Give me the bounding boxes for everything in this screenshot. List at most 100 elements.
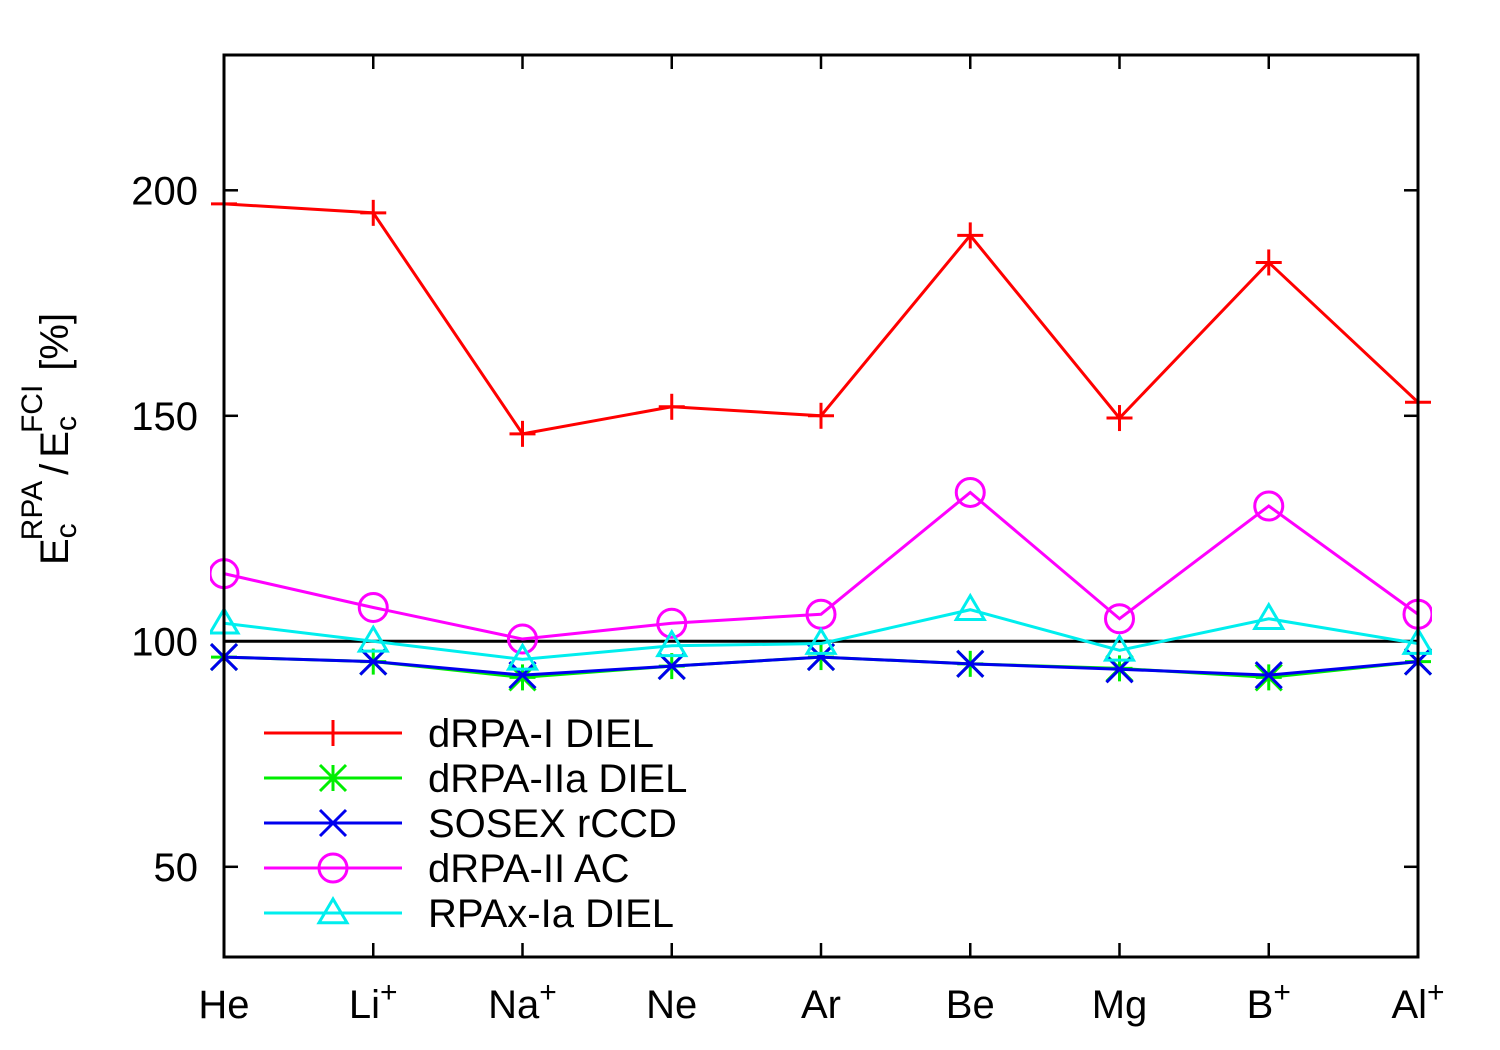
circle-marker [1104, 603, 1135, 635]
triangle-marker [316, 896, 350, 925]
circle-shape [1253, 490, 1285, 522]
circle-shape [357, 591, 389, 623]
legend-label: dRPA-I DIEL [428, 712, 654, 756]
cross-b [359, 647, 388, 676]
legend-label: SOSEX rCCD [428, 802, 677, 846]
circle-marker [954, 476, 986, 508]
y-axis-label: EcRPA/EcFCI[%] [16, 313, 83, 565]
x-tick-label: B+ [1247, 976, 1291, 1027]
triangle-marker [1102, 633, 1137, 662]
triangle-marker [804, 626, 838, 655]
cross-marker [657, 652, 686, 681]
y-tick-label: 100 [131, 620, 198, 664]
x-tick-label: Mg [1092, 983, 1148, 1027]
series-line [223, 608, 1419, 661]
plus-marker [1255, 249, 1282, 276]
triangle-shape [1102, 633, 1137, 662]
x-tick-label: Na+ [488, 976, 557, 1027]
triangle-shape [1252, 601, 1286, 631]
circle-marker [357, 591, 389, 623]
y-label-slash: / [33, 463, 77, 475]
cross-marker [1254, 661, 1283, 690]
x-tick-label-base: Ar [801, 983, 841, 1027]
legend-entry: RPAx-Ia DIEL [264, 892, 674, 936]
triangle-marker [1252, 601, 1286, 631]
circle-marker [507, 623, 538, 655]
cross-marker [318, 808, 348, 838]
circle-shape [317, 852, 349, 884]
x-tick-label-sup: + [539, 976, 557, 1009]
y-label-num-base: E [33, 538, 77, 565]
circle-shape [954, 476, 986, 508]
y-label-den-sup: FCI [16, 385, 49, 433]
plus-marker [360, 199, 387, 226]
x-tick-label-sup: + [1273, 976, 1291, 1009]
y-label-unit: [%] [33, 313, 77, 371]
triangle-shape [953, 592, 987, 622]
x-tick-label-base: Ne [646, 983, 697, 1027]
x-tick-label-base: Al [1391, 983, 1427, 1027]
x-tick-label-sup: + [1427, 976, 1445, 1009]
legend-entry: dRPA-II AC [264, 847, 630, 891]
plus-marker [957, 222, 984, 249]
plus-marker [658, 393, 685, 420]
series-triangle [210, 592, 1432, 671]
triangle-shape [356, 624, 390, 653]
star-marker [318, 763, 348, 793]
cross-marker [508, 661, 537, 690]
triangle-shape [804, 626, 838, 655]
triangle-marker [505, 642, 540, 671]
star-b [318, 763, 348, 793]
plot-frame [222, 53, 1420, 959]
x-tick-label: Be [946, 983, 995, 1027]
cross-marker [956, 649, 985, 678]
cross-marker [806, 643, 836, 672]
y-axis-label-text: EcRPA/EcFCI[%] [16, 313, 83, 565]
y-label-den-sub: c [50, 416, 83, 431]
legend-label: RPAx-Ia DIEL [428, 892, 674, 936]
x-tick-label-base: Li [349, 983, 380, 1027]
triangle-marker [953, 592, 987, 622]
series-line [223, 490, 1419, 641]
legend-entry: dRPA-IIa DIEL [264, 757, 687, 801]
circle-marker [1253, 490, 1285, 522]
x-tick-label-sup: + [380, 976, 398, 1009]
cross-b [508, 661, 537, 690]
star-b [1254, 663, 1283, 692]
y-tick-label: 200 [131, 169, 198, 213]
legend-entry: dRPA-I DIEL [264, 712, 654, 756]
series-line [223, 202, 1420, 436]
plus-marker [808, 402, 834, 429]
cross-b [1254, 661, 1283, 690]
x-tick-label: Ar [801, 983, 841, 1027]
y-label-num-sub: c [50, 523, 83, 538]
triangle-marker [356, 624, 390, 653]
series-plus [211, 190, 1431, 447]
y-tick-label: 50 [154, 846, 199, 890]
y-tick-label: 150 [131, 395, 198, 439]
circle-shape [507, 623, 538, 655]
triangle-shape [505, 642, 540, 671]
x-tick-label: Al+ [1391, 976, 1444, 1027]
circle-marker [656, 607, 688, 639]
circle-marker [317, 852, 349, 884]
cross-b [657, 652, 686, 681]
x-tick-label-base: Mg [1092, 983, 1148, 1027]
x-tick-label: Li+ [349, 976, 398, 1027]
x-tick-label-base: Be [946, 983, 995, 1027]
legend-entry: SOSEX rCCD [264, 802, 677, 846]
plus-marker [320, 720, 346, 746]
legend-label: dRPA-IIa DIEL [428, 757, 687, 801]
cross-b [956, 649, 985, 678]
x-tick-label: He [198, 983, 249, 1027]
plus-marker [509, 420, 536, 447]
plus-marker [1106, 405, 1133, 432]
cross-marker [359, 647, 388, 676]
star-marker [1254, 663, 1283, 692]
legend-label: dRPA-II AC [428, 847, 630, 891]
x-tick-label-base: B [1247, 983, 1274, 1027]
triangle-shape [316, 896, 350, 925]
triangle-marker [655, 628, 689, 658]
